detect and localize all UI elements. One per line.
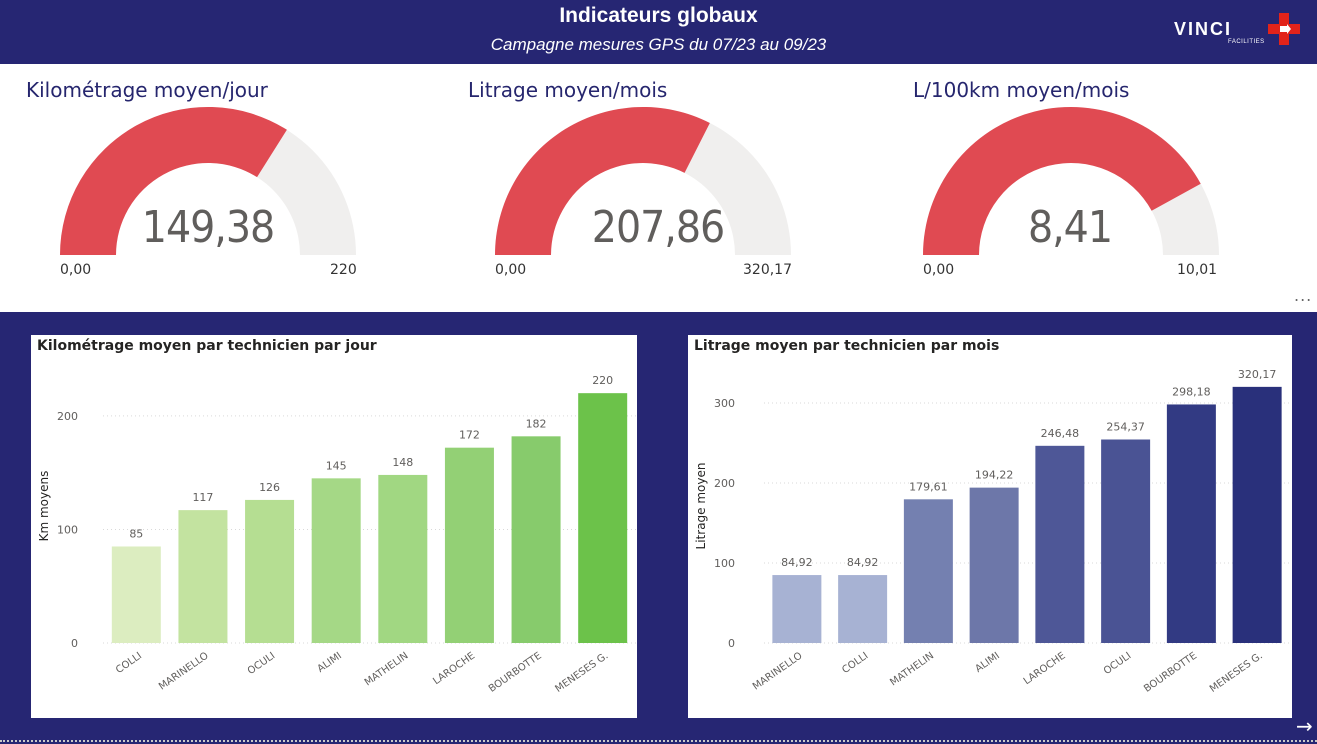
logo-cross-icon (1268, 13, 1300, 45)
gauge-value: 149,38 (141, 202, 275, 253)
y-axis-label: Km moyens (37, 471, 51, 542)
gauge-max-label: 220 (330, 262, 357, 278)
bar[interactable] (838, 575, 888, 643)
data-label: 117 (192, 491, 213, 504)
data-label: 182 (526, 417, 547, 430)
bar[interactable] (1101, 439, 1151, 643)
gauge-max-label: 10,01 (1177, 262, 1218, 278)
y-tick-label: 100 (714, 557, 735, 570)
bar[interactable] (1166, 404, 1216, 643)
gauge-arc (923, 106, 1219, 255)
kpi-gauge-litrage[interactable]: Litrage moyen/mois 207,86 0,00 320,17 (440, 64, 860, 312)
km-chart-panel[interactable]: Kilométrage moyen par technicien par jou… (31, 335, 637, 718)
kpi-gauge-km[interactable]: Kilométrage moyen/jour 149,38 0,00 220 (0, 64, 420, 312)
data-label: 194,22 (975, 469, 1014, 482)
x-tick-label: LAROCHE (431, 650, 477, 687)
gauge-value: 207,86 (591, 202, 725, 253)
y-tick-label: 0 (728, 637, 735, 650)
data-label: 254,37 (1106, 421, 1145, 434)
gauge-fill (495, 106, 710, 255)
gauge-value: 8,41 (1027, 202, 1113, 253)
x-tick-label: OCULI (246, 650, 277, 677)
bar[interactable] (378, 474, 428, 643)
x-tick-label: BOURBOTTE (487, 650, 544, 694)
gauge-min-label: 0,00 (923, 262, 955, 278)
bar[interactable] (178, 510, 228, 643)
bar[interactable] (245, 499, 295, 643)
x-tick-label: COLLI (840, 650, 870, 676)
data-label: 172 (459, 429, 480, 442)
x-tick-label: MARINELLO (751, 650, 805, 692)
page-title: Indicateurs globaux (559, 4, 758, 27)
gauge-arc (495, 106, 791, 255)
x-tick-label: MENESES G. (553, 650, 610, 695)
bar[interactable] (1232, 386, 1282, 643)
data-label: 148 (392, 456, 413, 469)
data-label: 145 (326, 459, 347, 472)
bar[interactable] (903, 499, 953, 643)
data-label: 84,92 (847, 556, 879, 569)
y-tick-label: 200 (57, 410, 78, 423)
bar[interactable] (969, 487, 1019, 643)
logo-subtext: FACILITIES (1228, 39, 1265, 45)
y-tick-label: 200 (714, 477, 735, 490)
footer-divider (0, 740, 1317, 742)
data-label: 320,17 (1238, 368, 1277, 381)
more-options-button[interactable]: ... (1294, 286, 1313, 305)
x-tick-label: ALIMI (316, 650, 344, 674)
data-label: 85 (129, 527, 143, 540)
bar[interactable] (111, 546, 161, 643)
gauge-title: Kilométrage moyen/jour (26, 78, 268, 102)
page-subtitle: Campagne mesures GPS du 07/23 au 09/23 (490, 35, 827, 54)
bar[interactable] (511, 436, 561, 643)
gauge-title: Litrage moyen/mois (468, 78, 668, 102)
gauge-arc (60, 106, 356, 255)
kpi-gauge-l100km[interactable]: L/100km moyen/mois 8,41 0,00 10,01 (880, 64, 1300, 312)
gauge-title: L/100km moyen/mois (913, 78, 1130, 102)
x-tick-label: ALIMI (973, 650, 1001, 674)
gauge-min-label: 0,00 (495, 262, 527, 278)
y-tick-label: 300 (714, 397, 735, 410)
bar[interactable] (772, 575, 822, 643)
y-tick-label: 100 (57, 523, 78, 536)
chart-title: Kilométrage moyen par technicien par jou… (37, 338, 377, 354)
x-tick-label: COLLI (114, 650, 144, 676)
x-tick-label: MENESES G. (1208, 650, 1265, 695)
x-tick-label: BOURBOTTE (1142, 650, 1199, 694)
litrage-bar-chart: 0 100 200 300 Litrage moyen 84,92 MARINELLO 84,… (694, 368, 1290, 695)
x-tick-label: MATHELIN (363, 650, 411, 688)
vinci-logo: VINCI FACILITIES (1170, 10, 1305, 50)
gauge-min-label: 0,00 (60, 262, 92, 278)
header-bar: Indicateurs globaux Campagne mesures GPS… (0, 0, 1317, 64)
bar[interactable] (578, 393, 628, 643)
chart-title: Litrage moyen par technicien par mois (694, 338, 1000, 354)
bar[interactable] (1035, 445, 1085, 643)
x-tick-label: MATHELIN (888, 650, 936, 688)
y-axis-label: Litrage moyen (694, 463, 708, 550)
data-label: 126 (259, 481, 280, 494)
gauge-max-label: 320,17 (743, 262, 792, 278)
litrage-chart-panel[interactable]: Litrage moyen par technicien par mois 0 1… (688, 335, 1292, 718)
gauge-fill (923, 106, 1201, 255)
gauge-fill (60, 106, 287, 255)
y-tick-label: 0 (71, 637, 78, 650)
bar[interactable] (444, 447, 494, 643)
next-page-arrow-icon[interactable]: → (1296, 714, 1313, 738)
bar[interactable] (311, 478, 361, 643)
x-tick-label: MARINELLO (157, 650, 211, 692)
x-tick-label: LAROCHE (1022, 650, 1068, 687)
data-label: 84,92 (781, 556, 813, 569)
logo-text: VINCI (1174, 19, 1233, 39)
data-label: 298,18 (1172, 385, 1211, 398)
x-tick-label: OCULI (1102, 650, 1133, 677)
data-label: 179,61 (909, 480, 948, 493)
km-bar-chart: 0 100 200 Km moyens 85 COLLI 117 MARINELLO 126 OC… (37, 374, 636, 695)
data-label: 220 (592, 374, 613, 387)
data-label: 246,48 (1041, 427, 1080, 440)
